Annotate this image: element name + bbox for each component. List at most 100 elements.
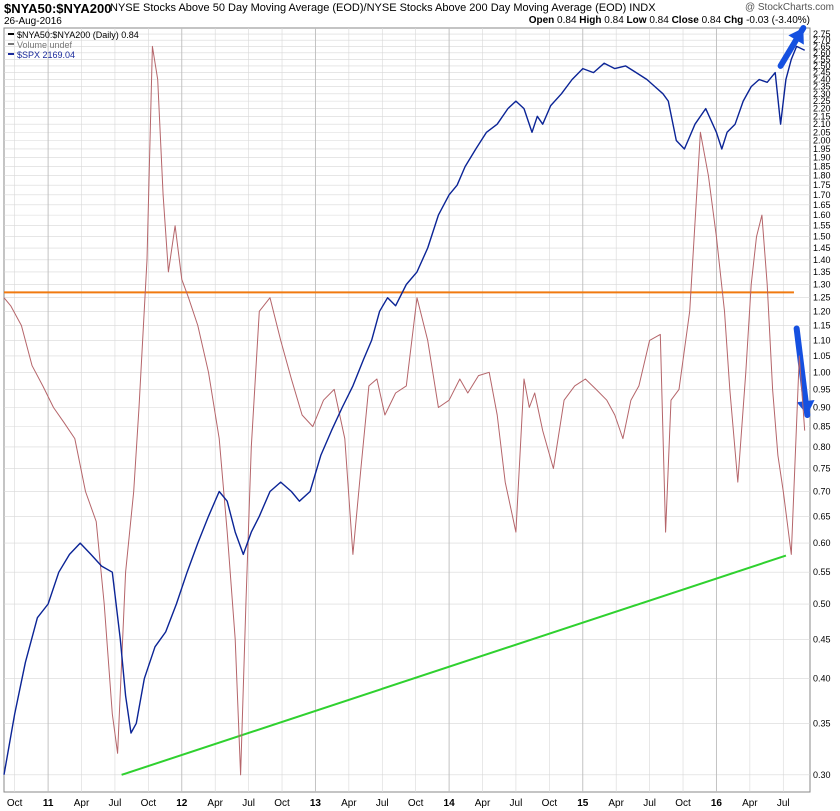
y-tick-label: 1.05 [813,351,831,361]
x-tick-label: Apr [608,798,624,809]
y-tick-label: 0.75 [813,463,831,473]
y-tick-label: 1.20 [813,306,831,316]
chart-date: 26-Aug-2016 [4,16,62,27]
y-tick-label: 0.50 [813,599,831,609]
x-tick-label: Jul [109,798,122,809]
y-tick-label: 2.55 [813,54,831,64]
y-tick-label: 0.80 [813,442,831,452]
description-text: NYSE Stocks Above 50 Day Moving Average … [110,2,627,14]
y-tick-label: 0.35 [813,718,831,728]
y-tick-label: 2.70 [813,35,831,45]
y-tick-label: 2.75 [813,29,831,39]
ratio-series-line [3,45,806,776]
stockcharts-watermark: @ StockCharts.com [744,2,834,13]
y-tick-label: 1.30 [813,280,831,290]
close-label: Close [671,15,699,26]
y-tick-label: 1.50 [813,232,831,242]
y-tick-label: 1.75 [813,180,831,190]
y-tick-label: 0.40 [813,674,831,684]
legend-entry: $NYA50:$NYA200 (Daily) 0.84 [17,30,139,40]
y-tick-label: 0.90 [813,403,831,413]
y-tick-label: 2.10 [813,119,831,129]
y-tick-label: 0.45 [813,634,831,644]
x-tick-label: Apr [475,798,491,809]
legend-swatch [8,53,14,55]
legend-swatch [8,33,14,35]
chg-label: Chg [723,15,744,26]
y-tick-label: 1.35 [813,267,831,277]
arrow-head [788,28,804,45]
y-tick-label: 1.45 [813,243,831,253]
x-tick-label: Oct [408,798,424,809]
y-tick-label: 2.40 [813,75,831,85]
grid [4,28,810,792]
x-tick-label: 15 [577,798,589,809]
x-tick-label: 14 [444,798,456,809]
plot-area [3,27,811,793]
x-tick-label: 11 [43,798,54,809]
legend-entry: $SPX 2169.04 [17,50,75,60]
y-tick-label: 1.40 [813,255,831,265]
y-tick-label: 1.25 [813,293,831,303]
x-tick-label: Oct [675,798,691,809]
y-tick-label: 0.60 [813,538,831,548]
x-tick-label: Jul [510,798,523,809]
y-tick-label: 1.55 [813,221,831,231]
y-tick-label: 2.05 [813,127,831,137]
y-tick-label: 1.80 [813,171,831,181]
y-tick-label: 1.90 [813,153,831,163]
y-tick-label: 1.95 [813,144,831,154]
x-tick-label: Jul [242,798,255,809]
y-tick-label: 2.30 [813,89,831,99]
y-tick-label: 2.50 [813,61,831,71]
y-tick-label: 1.85 [813,162,831,172]
low-label: Low [626,15,647,26]
series-layer [3,45,806,776]
arrow-head [796,400,815,416]
x-axis: Oct 11 Apr Jul Oct 12 Apr Jul Oct 13 Apr Jul Oct 14 Ap… [7,798,790,809]
symbol-description: NYSE Stocks Above 50 Day Moving Average … [110,2,656,14]
x-tick-label: 13 [310,798,322,809]
y-tick-label: 2.20 [813,104,831,114]
y-tick-label: 2.35 [813,82,831,92]
x-tick-label: Oct [141,798,157,809]
x-tick-label: Oct [7,798,23,809]
open-value: 0.84 [557,15,577,26]
chart-header: $NYA50:$NYA200 NYSE Stocks Above 50 Day … [0,0,840,27]
y-tick-label: 0.30 [813,770,831,780]
x-tick-label: Apr [207,798,223,809]
ohlc-readout: Open 0.84 High 0.84 Low 0.84 Close 0.84 … [529,15,810,26]
y-tick-label: 0.65 [813,511,831,521]
y-tick-label: 0.70 [813,487,831,497]
symbol-title: $NYA50:$NYA200 [4,1,112,16]
y-axis: 2.752.702.652.602.552.502.452.402.352.30… [813,29,831,780]
y-tick-label: 2.65 [813,41,831,51]
y-tick-label: 0.85 [813,422,831,432]
x-tick-label: Apr [742,798,758,809]
close-value: 0.84 [701,15,722,26]
y-tick-label: 1.60 [813,210,831,220]
x-tick-label: Apr [74,798,90,809]
x-tick-label: Oct [542,798,558,809]
x-tick-label: Jul [643,798,656,809]
green-trendline [121,554,787,776]
x-tick-label: 12 [176,798,188,809]
spx-series-line [3,45,805,775]
y-tick-label: 2.45 [813,68,831,78]
x-tick-label: Apr [341,798,357,809]
y-tick-label: 1.65 [813,200,831,210]
y-tick-label: 1.00 [813,367,831,377]
exchange-label: INDX [629,2,656,14]
y-tick-label: 1.10 [813,335,831,345]
y-tick-label: 1.70 [813,190,831,200]
legend-swatch [8,43,14,45]
y-tick-label: 2.25 [813,96,831,106]
low-value: 0.84 [649,15,669,26]
y-tick-label: 1.15 [813,321,831,331]
y-tick-label: 0.95 [813,384,831,394]
x-tick-label: Jul [376,798,389,809]
annotations [4,25,815,776]
x-tick-label: Oct [274,798,290,809]
